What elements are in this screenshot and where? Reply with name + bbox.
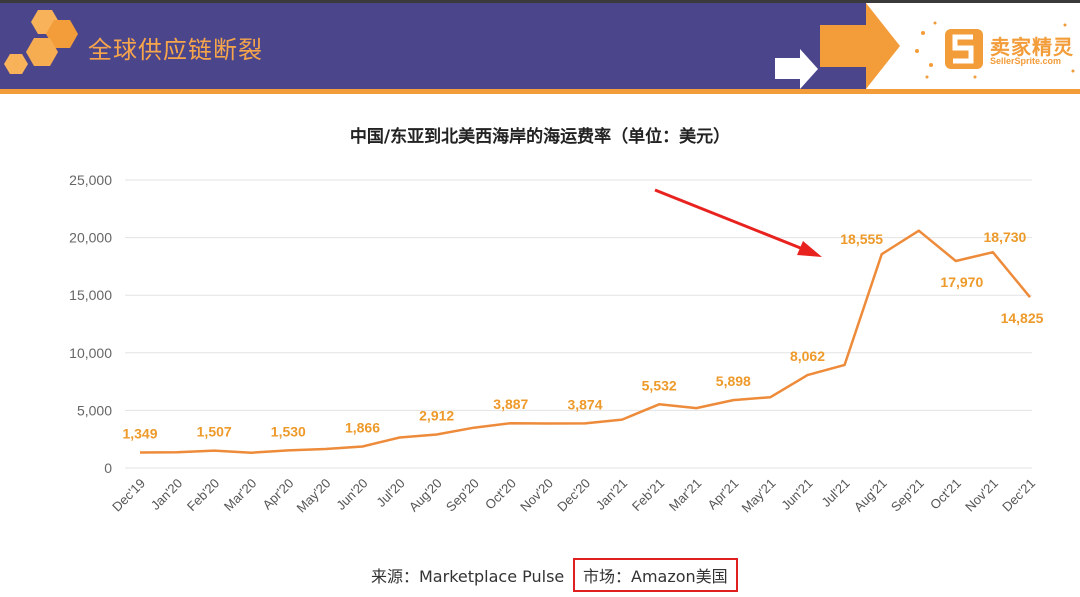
x-tick-label: Jan'21 bbox=[593, 476, 630, 513]
logo-name: 卖家精灵 bbox=[990, 35, 1074, 59]
x-tick-label: Nov'20 bbox=[517, 476, 556, 515]
x-tick-label: Feb'21 bbox=[629, 476, 667, 514]
data-label: 1,507 bbox=[197, 424, 232, 440]
chart-title: 中国/东亚到北美西海岸的海运费率（单位：美元） bbox=[349, 127, 731, 147]
grid-lines bbox=[125, 179, 1032, 469]
data-label: 17,970 bbox=[940, 274, 983, 290]
logo-subtitle: SellerSprite.com bbox=[990, 56, 1062, 66]
data-label: 8,062 bbox=[790, 348, 825, 364]
data-label: 3,874 bbox=[567, 396, 602, 412]
x-tick-label: Dec'20 bbox=[554, 476, 593, 515]
freight-rate-line bbox=[139, 229, 1031, 454]
y-tick-label: 10,000 bbox=[69, 345, 112, 361]
x-tick-label: Jun'20 bbox=[333, 476, 370, 513]
arrow-right-icon bbox=[775, 3, 900, 89]
x-tick-label: Sep'21 bbox=[888, 476, 927, 515]
data-label: 14,825 bbox=[1001, 310, 1044, 326]
hexagon-logo-icon bbox=[4, 10, 78, 74]
header-underline bbox=[0, 89, 1080, 94]
x-tick-label: Mar'21 bbox=[666, 476, 704, 514]
source-note: 来源：Marketplace Pulse bbox=[371, 567, 565, 586]
market-note: 市场：Amazon美国 bbox=[573, 558, 738, 592]
x-tick-label: May'20 bbox=[294, 476, 334, 516]
x-tick-label: Jul'21 bbox=[818, 476, 852, 510]
data-label: 1,349 bbox=[122, 425, 157, 441]
x-tick-label: Aug'21 bbox=[851, 476, 890, 515]
highlight-arrow-icon bbox=[654, 188, 822, 257]
seller-sprite-logo-icon bbox=[915, 21, 1075, 79]
x-tick-label: Dec'19 bbox=[109, 476, 148, 515]
x-tick-label: Jan'20 bbox=[148, 476, 185, 513]
x-tick-label: Oct'21 bbox=[927, 476, 964, 513]
data-label: 18,730 bbox=[984, 229, 1027, 245]
data-label: 1,530 bbox=[271, 423, 306, 439]
x-tick-label: Apr'21 bbox=[705, 476, 742, 513]
x-tick-label: Feb'20 bbox=[184, 476, 222, 514]
x-tick-label: Apr'20 bbox=[260, 476, 297, 513]
data-label: 5,898 bbox=[716, 373, 751, 389]
x-tick-label: Aug'20 bbox=[406, 476, 445, 515]
y-tick-label: 0 bbox=[104, 460, 112, 476]
header-banner bbox=[0, 3, 866, 89]
x-tick-label: Mar'20 bbox=[221, 476, 259, 514]
top-border bbox=[0, 0, 1080, 3]
data-label: 18,555 bbox=[840, 231, 883, 247]
x-tick-label: May'21 bbox=[739, 476, 779, 516]
data-label: 2,912 bbox=[419, 407, 454, 423]
x-tick-label: Jun'21 bbox=[778, 476, 815, 513]
slide-title: 全球供应链断裂 bbox=[88, 36, 263, 64]
x-tick-label: Dec'21 bbox=[999, 476, 1038, 515]
y-tick-label: 25,000 bbox=[69, 172, 112, 188]
data-label: 3,887 bbox=[493, 396, 528, 412]
x-tick-label: Sep'20 bbox=[443, 476, 482, 515]
y-tick-label: 20,000 bbox=[69, 230, 112, 246]
y-axis: 0 5,000 10,000 15,000 20,000 25,000 bbox=[69, 172, 112, 476]
x-tick-label: Jul'20 bbox=[373, 476, 407, 510]
data-labels: 1,349 1,507 1,530 1,866 2,912 3,887 3,874 5,532… bbox=[122, 229, 1043, 441]
y-tick-label: 5,000 bbox=[77, 402, 112, 418]
data-label: 1,866 bbox=[345, 420, 380, 436]
x-tick-label: Nov'21 bbox=[962, 476, 1001, 515]
data-label: 5,532 bbox=[642, 377, 677, 393]
y-tick-label: 15,000 bbox=[69, 287, 112, 303]
x-tick-label: Oct'20 bbox=[482, 476, 519, 513]
